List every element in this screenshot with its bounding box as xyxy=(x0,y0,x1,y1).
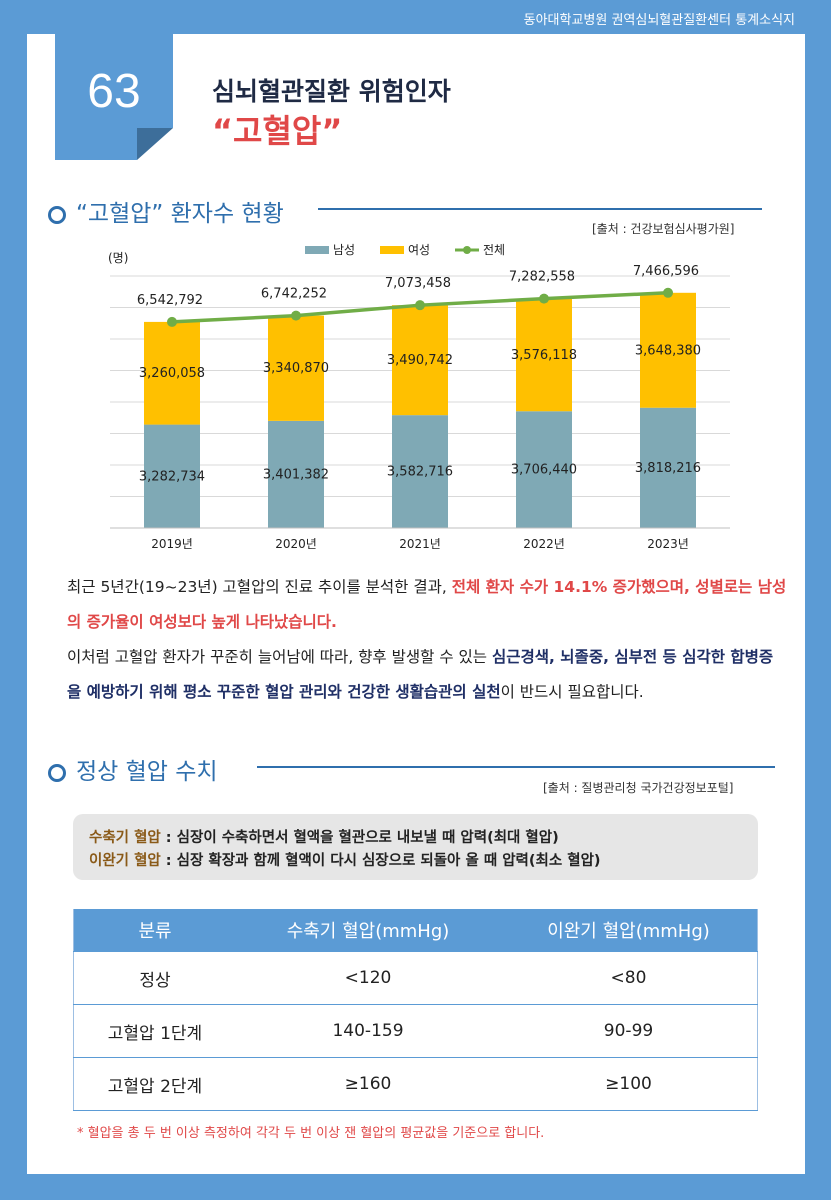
x-tick-label: 2019년 xyxy=(151,537,193,551)
paragraph-text: 이처럼 고혈압 환자가 꾸준히 늘어남에 따라, 향후 발생할 수 있는 xyxy=(67,648,492,666)
x-tick-label: 2021년 xyxy=(399,537,441,551)
paragraph-highlight: 전체 환자 수가 14.1% 증가했으며, 성별로는 남성의 증가율이 여성보다… xyxy=(67,578,787,631)
definition-box: 수축기 혈압 : 심장이 수축하면서 혈액을 혈관으로 내보낼 때 압력(최대 … xyxy=(73,814,758,880)
analysis-paragraph: 최근 5년간(19~23년) 고혈압의 진료 추이를 분석한 결과, 전체 환자… xyxy=(67,570,787,710)
legend-label: 여성 xyxy=(408,243,430,257)
table-row: 고혈압 1단계 140-159 90-99 xyxy=(73,1004,758,1058)
table-header-row: 분류 수축기 혈압(mmHg) 이완기 혈압(mmHg) xyxy=(73,909,758,952)
data-label-female: 3,260,058 xyxy=(139,366,205,381)
data-label-total: 7,466,596 xyxy=(633,264,699,279)
section-heading-text: “고혈압” 환자수 현황 xyxy=(76,201,284,227)
bullet-circle-icon xyxy=(48,763,66,782)
badge-fold xyxy=(137,128,173,160)
legend-marker xyxy=(463,246,471,254)
bar-male xyxy=(392,415,448,528)
column-header: 수축기 혈압(mmHg) xyxy=(236,909,500,952)
source-note: [출처 : 건강보험심사평가원] xyxy=(592,222,735,236)
bp-table: 분류 수축기 혈압(mmHg) 이완기 혈압(mmHg) 정상 <120 <80… xyxy=(73,909,758,1111)
org-name: 동아대학교병원 권역심뇌혈관질환센터 통계소식지 xyxy=(523,13,795,28)
patients-chart: (명) 남성 여성 전체 3,282,734 3,260,058 2019년 3,401,38… xyxy=(108,243,730,551)
diastolic-label: 이완기 혈압 xyxy=(89,853,161,869)
source-note: [출처 : 질병관리청 국가건강정보포털] xyxy=(543,781,734,795)
column-header: 이완기 혈압(mmHg) xyxy=(500,909,758,952)
data-label-female: 3,648,380 xyxy=(635,343,701,358)
data-label-male: 3,401,382 xyxy=(263,467,329,482)
bar-male xyxy=(516,411,572,528)
bar-female xyxy=(516,298,572,412)
diastolic-definition: 이완기 혈압 : 심장 확장과 함께 혈액이 다시 심장으로 되돌아 올 때 압… xyxy=(89,849,601,870)
bar-male xyxy=(640,407,696,528)
total-point xyxy=(663,287,673,298)
data-label-female: 3,576,118 xyxy=(511,348,577,363)
table-cell: 140-159 xyxy=(236,1004,500,1058)
column-header: 분류 xyxy=(73,909,236,952)
table-cell: ≥100 xyxy=(500,1057,758,1111)
section-divider xyxy=(318,208,762,210)
paragraph-text: 이 반드시 필요합니다. xyxy=(500,683,644,701)
header-bar: 동아대학교병원 권역심뇌혈관질환센터 통계소식지 xyxy=(0,0,831,34)
paragraph-emphasis: 심근경색, 뇌졸중, 심부전 등 심각한 합병증을 예방하기 위해 평소 꾸준한… xyxy=(67,648,774,701)
table-cell: <120 xyxy=(236,951,500,1005)
systolic-label: 수축기 혈압 xyxy=(89,830,161,846)
issue-badge: 63 xyxy=(55,30,173,160)
table-row: 고혈압 2단계 ≥160 ≥100 xyxy=(73,1057,758,1111)
paragraph-text: 최근 5년간(19~23년) 고혈압의 진료 추이를 분석한 결과, xyxy=(67,578,452,596)
bar-female xyxy=(392,305,448,416)
footnote: * 혈압을 총 두 번 이상 측정하여 각각 두 번 이상 잰 혈압의 평균값을… xyxy=(77,1126,545,1141)
table-cell: 90-99 xyxy=(500,1004,758,1058)
section-heading-bp: 정상 혈압 수치 xyxy=(48,752,218,786)
table-cell: 고혈압 1단계 xyxy=(73,1004,236,1058)
x-tick-label: 2022년 xyxy=(523,537,565,551)
total-point xyxy=(291,310,301,321)
x-tick-label: 2020년 xyxy=(275,537,317,551)
table-row: 정상 <120 <80 xyxy=(73,951,758,1005)
table-cell: 고혈압 2단계 xyxy=(73,1057,236,1111)
total-point xyxy=(415,300,425,311)
bar-male xyxy=(268,420,324,528)
issue-number: 63 xyxy=(87,65,141,118)
data-label-total: 7,282,558 xyxy=(509,270,575,285)
data-label-female: 3,490,742 xyxy=(387,353,453,368)
systolic-definition: 수축기 혈압 : 심장이 수축하면서 혈액을 혈관으로 내보낼 때 압력(최대 … xyxy=(89,826,559,847)
diastolic-text: : 심장 확장과 함께 혈액이 다시 심장으로 되돌아 올 때 압력(최소 혈압… xyxy=(160,853,601,869)
section-heading-patients: “고혈압” 환자수 현황 xyxy=(48,194,284,228)
total-point xyxy=(167,316,177,327)
page-subtitle: “고혈압” xyxy=(212,112,343,150)
section-heading-text: 정상 혈압 수치 xyxy=(76,759,218,785)
total-point xyxy=(539,293,549,304)
page-title: 심뇌혈관질환 위험인자 xyxy=(212,77,451,106)
unit-label: (명) xyxy=(108,251,128,265)
data-label-total: 6,742,252 xyxy=(261,287,327,302)
data-label-total: 7,073,458 xyxy=(385,276,451,291)
bullet-circle-icon xyxy=(48,205,66,224)
bar-female xyxy=(640,292,696,408)
data-label-male: 3,582,716 xyxy=(387,465,453,480)
data-label-total: 6,542,792 xyxy=(137,293,203,308)
section-divider xyxy=(257,766,775,768)
table-cell: ≥160 xyxy=(236,1057,500,1111)
table-cell: 정상 xyxy=(73,951,236,1005)
legend-label: 전체 xyxy=(483,243,505,257)
x-tick-label: 2023년 xyxy=(647,537,689,551)
data-label-female: 3,340,870 xyxy=(263,361,329,376)
bar-male xyxy=(144,424,200,528)
data-label-male: 3,706,440 xyxy=(511,463,577,478)
data-label-male: 3,282,734 xyxy=(139,469,205,484)
table-cell: <80 xyxy=(500,951,758,1005)
legend-swatch xyxy=(305,246,329,254)
legend-swatch xyxy=(380,246,404,254)
bar-female xyxy=(268,315,324,421)
bar-female xyxy=(144,321,200,425)
systolic-text: : 심장이 수축하면서 혈액을 혈관으로 내보낼 때 압력(최대 혈압) xyxy=(160,830,559,846)
legend-label: 남성 xyxy=(333,243,355,257)
data-label-male: 3,818,216 xyxy=(635,461,701,476)
